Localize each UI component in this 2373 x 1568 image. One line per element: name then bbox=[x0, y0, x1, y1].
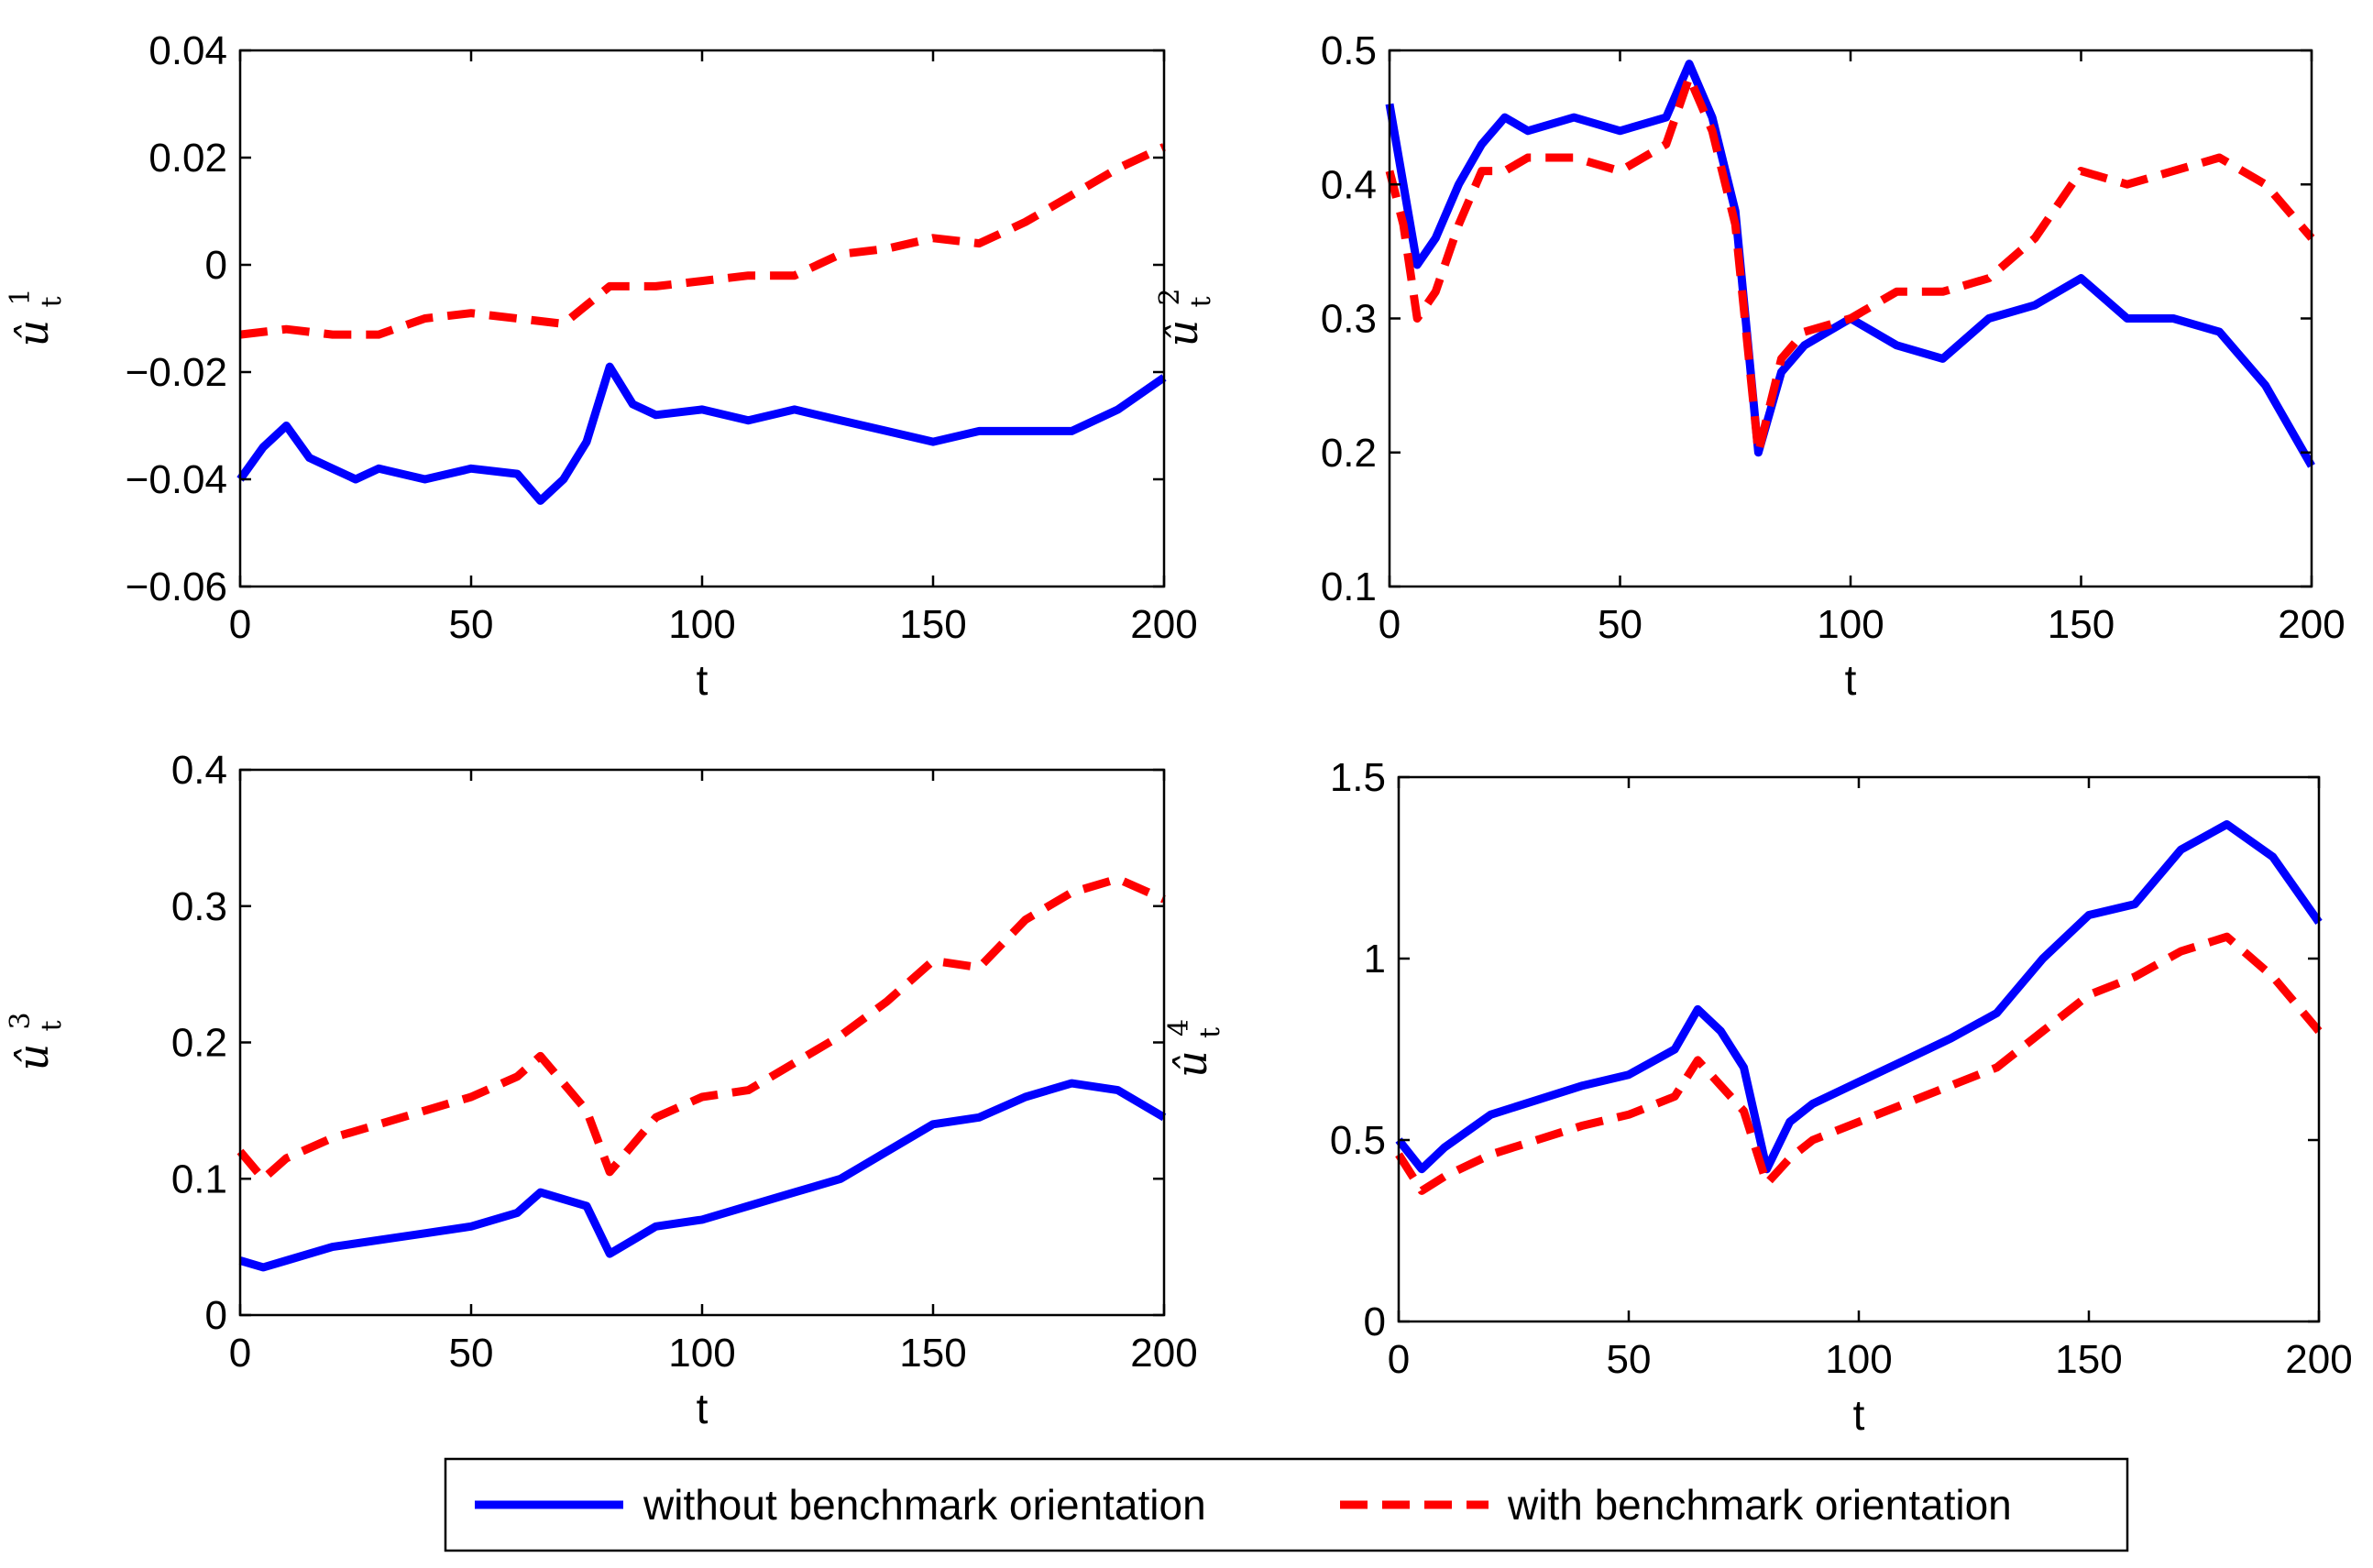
x-tick-label: 150 bbox=[899, 1331, 966, 1376]
x-tick-label: 50 bbox=[1598, 602, 1642, 647]
legend-box bbox=[444, 1457, 2129, 1552]
legend-label-with: with benchmark orientation bbox=[1507, 1481, 2012, 1529]
y-tick-label: −0.06 bbox=[126, 565, 227, 609]
x-tick-label: 50 bbox=[1607, 1337, 1652, 1382]
y-axis-label-subscript: t bbox=[36, 1020, 68, 1031]
y-tick-label: 0.2 bbox=[171, 1021, 227, 1066]
y-axis-label-superscript: 3 bbox=[5, 1012, 37, 1029]
x-tick-label: 100 bbox=[668, 602, 735, 647]
y-axis-label-base: û bbox=[8, 320, 58, 347]
x-tick-label: 50 bbox=[449, 1331, 494, 1376]
y-tick-label: 0.1 bbox=[171, 1157, 227, 1201]
legend: without benchmark orientation with bench… bbox=[444, 1457, 2129, 1552]
x-tick-label: 200 bbox=[1130, 602, 1197, 647]
x-axis-label: t bbox=[1845, 656, 1857, 704]
x-tick-label: 150 bbox=[2055, 1337, 2122, 1382]
x-tick-label: 200 bbox=[1130, 1331, 1197, 1376]
y-axis-label-base: û bbox=[1158, 320, 1207, 347]
series-line-without bbox=[236, 362, 1167, 505]
y-tick-label: 0.2 bbox=[1321, 431, 1377, 476]
y-tick-label: 1 bbox=[1364, 937, 1386, 981]
y-axis-label: û 4 t bbox=[1163, 1019, 1226, 1078]
x-axis-label: t bbox=[697, 1385, 709, 1432]
y-tick-label: −0.02 bbox=[126, 350, 227, 395]
y-tick-label: 0.04 bbox=[148, 28, 227, 73]
series-line-with bbox=[1395, 932, 2323, 1195]
y-axis-label: û 1 t bbox=[5, 288, 68, 346]
x-tick-label: 0 bbox=[1388, 1337, 1410, 1382]
series-line-with bbox=[236, 874, 1166, 1183]
x-tick-label: 0 bbox=[229, 602, 251, 647]
x-tick-label: 150 bbox=[2048, 602, 2115, 647]
x-tick-label: 100 bbox=[668, 1331, 735, 1376]
y-axis-label: û 2 t bbox=[1154, 288, 1217, 346]
plot-area bbox=[240, 50, 1164, 587]
y-axis-label-subscript: t bbox=[36, 296, 68, 307]
series-line-with bbox=[1385, 72, 2315, 457]
y-axis-label-superscript: 4 bbox=[1163, 1019, 1195, 1036]
y-tick-label: −0.04 bbox=[126, 457, 227, 502]
y-tick-label: 0.4 bbox=[1321, 162, 1377, 207]
y-axis-label-subscript: t bbox=[1185, 296, 1217, 307]
y-tick-label: 0.4 bbox=[171, 748, 227, 793]
y-axis-label-superscript: 2 bbox=[1154, 288, 1186, 305]
y-tick-label: 0.3 bbox=[1321, 297, 1377, 342]
x-axis-label: t bbox=[697, 656, 709, 704]
y-tick-label: 0.5 bbox=[1321, 28, 1377, 73]
plot-area bbox=[1399, 777, 2319, 1321]
series-line-without bbox=[238, 1079, 1167, 1272]
x-tick-label: 150 bbox=[899, 602, 966, 647]
x-tick-label: 100 bbox=[1817, 602, 1884, 647]
y-axis-label-base: û bbox=[1167, 1050, 1216, 1078]
y-axis-label-subscript: t bbox=[1194, 1027, 1226, 1038]
x-tick-label: 200 bbox=[2278, 602, 2345, 647]
legend-label-without: without benchmark orientation bbox=[643, 1481, 1206, 1529]
y-tick-label: 0.02 bbox=[148, 136, 227, 181]
x-tick-label: 50 bbox=[449, 602, 494, 647]
x-tick-label: 0 bbox=[1379, 602, 1401, 647]
y-tick-label: 0.5 bbox=[1330, 1118, 1386, 1163]
y-tick-label: 0.3 bbox=[171, 884, 227, 929]
y-tick-label: 0 bbox=[205, 1293, 227, 1338]
y-tick-label: 0 bbox=[1364, 1299, 1386, 1344]
series-line-without bbox=[1385, 60, 2315, 468]
series-line-without bbox=[1395, 820, 2323, 1174]
series-line-with bbox=[239, 143, 1166, 339]
y-axis-label-base: û bbox=[8, 1044, 58, 1071]
y-tick-label: 1.5 bbox=[1330, 755, 1386, 800]
x-tick-label: 200 bbox=[2285, 1337, 2352, 1382]
x-tick-label: 0 bbox=[229, 1331, 251, 1376]
y-tick-label: 0.1 bbox=[1321, 565, 1377, 609]
x-axis-label: t bbox=[1853, 1391, 1865, 1439]
plot-area bbox=[240, 770, 1164, 1315]
y-axis-label-superscript: 1 bbox=[5, 288, 37, 305]
x-tick-label: 100 bbox=[1825, 1337, 1892, 1382]
y-tick-label: 0 bbox=[205, 243, 227, 288]
y-axis-label: û 3 t bbox=[5, 1012, 68, 1070]
